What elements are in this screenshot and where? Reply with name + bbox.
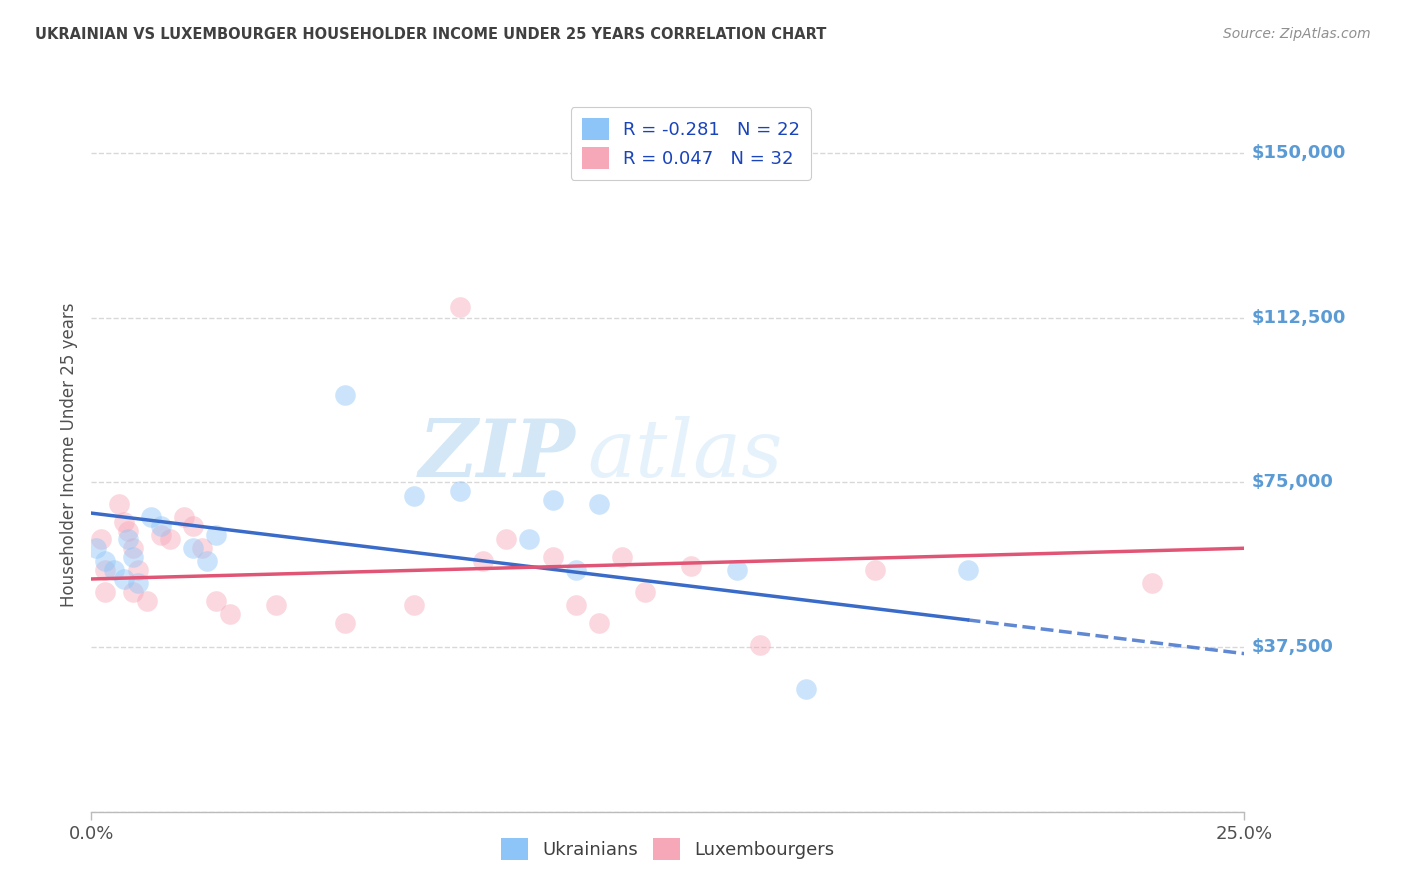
Point <box>794 681 817 696</box>
Point <box>264 599 287 613</box>
Point <box>84 541 107 556</box>
Point <box>519 533 541 547</box>
Text: $112,500: $112,500 <box>1251 309 1346 326</box>
Legend: Ukrainians, Luxembourgers: Ukrainians, Luxembourgers <box>494 830 842 867</box>
Point <box>749 638 772 652</box>
Point <box>1140 576 1163 591</box>
Point <box>141 510 163 524</box>
Point <box>117 524 139 538</box>
Point <box>127 563 149 577</box>
Point <box>564 599 586 613</box>
Point <box>103 563 125 577</box>
Point <box>495 533 517 547</box>
Point <box>404 489 426 503</box>
Point <box>449 484 471 499</box>
Point <box>122 541 145 556</box>
Text: $150,000: $150,000 <box>1251 144 1346 162</box>
Point <box>588 615 610 630</box>
Point <box>634 585 657 599</box>
Point <box>333 387 356 401</box>
Point <box>404 599 426 613</box>
Point <box>94 585 117 599</box>
Point <box>865 563 887 577</box>
Point <box>149 528 172 542</box>
Point <box>173 510 195 524</box>
Point <box>205 528 228 542</box>
Point <box>149 519 172 533</box>
Point <box>588 497 610 511</box>
Point <box>112 572 135 586</box>
Point <box>191 541 214 556</box>
Point <box>610 549 633 564</box>
Point <box>122 549 145 564</box>
Text: Source: ZipAtlas.com: Source: ZipAtlas.com <box>1223 27 1371 41</box>
Point <box>449 300 471 314</box>
Point <box>181 519 204 533</box>
Text: $37,500: $37,500 <box>1251 638 1333 656</box>
Point <box>956 563 979 577</box>
Y-axis label: Householder Income Under 25 years: Householder Income Under 25 years <box>60 302 79 607</box>
Text: atlas: atlas <box>588 417 783 493</box>
Point <box>112 515 135 529</box>
Text: ZIP: ZIP <box>419 417 575 493</box>
Point <box>127 576 149 591</box>
Point <box>135 594 157 608</box>
Point <box>725 563 748 577</box>
Point <box>117 533 139 547</box>
Point <box>564 563 586 577</box>
Point <box>541 492 564 507</box>
Point <box>472 554 495 568</box>
Point <box>108 497 131 511</box>
Point <box>90 533 112 547</box>
Point <box>94 563 117 577</box>
Text: UKRAINIAN VS LUXEMBOURGER HOUSEHOLDER INCOME UNDER 25 YEARS CORRELATION CHART: UKRAINIAN VS LUXEMBOURGER HOUSEHOLDER IN… <box>35 27 827 42</box>
Point <box>205 594 228 608</box>
Text: $75,000: $75,000 <box>1251 474 1333 491</box>
Point <box>94 554 117 568</box>
Point <box>181 541 204 556</box>
Point <box>333 615 356 630</box>
Point <box>679 558 702 573</box>
Point <box>122 585 145 599</box>
Point <box>195 554 218 568</box>
Point <box>541 549 564 564</box>
Point <box>159 533 181 547</box>
Point <box>218 607 240 621</box>
